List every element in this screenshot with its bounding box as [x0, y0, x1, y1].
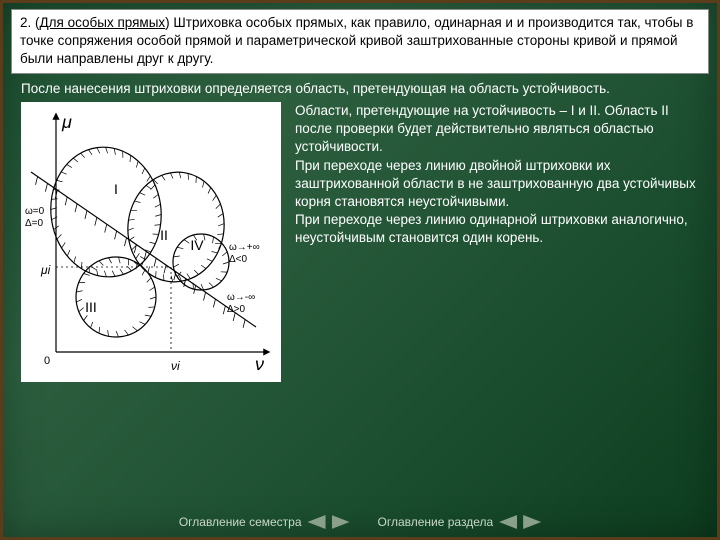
svg-text:ω→-∞: ω→-∞	[227, 292, 255, 303]
prev-arrow-icon[interactable]	[308, 515, 326, 529]
svg-text:IV: IV	[190, 237, 204, 253]
section-next-arrow-icon[interactable]	[523, 515, 541, 529]
footer-section-link[interactable]: Оглавление раздела	[378, 515, 494, 529]
footer-nav: Оглавление семестра Оглавление раздела	[3, 515, 717, 529]
svg-text:Δ<0: Δ<0	[229, 254, 248, 265]
svg-text:ω→+∞: ω→+∞	[229, 242, 260, 253]
diagram-svg: 0νμμiνiIIIIIIIVω=0Δ=0ω→+∞Δ<0ω→-∞Δ>0	[21, 102, 281, 382]
svg-text:ν: ν	[255, 354, 264, 374]
intro-paragraph: После нанесения штриховки определяется о…	[21, 80, 699, 98]
svg-text:Δ>0: Δ>0	[227, 304, 246, 315]
header-text-box: 2. (Для особых прямых) Штриховка особых …	[11, 9, 709, 74]
svg-text:II: II	[160, 227, 168, 243]
explanation-text: Области, претендующие на устойчивость – …	[295, 102, 699, 382]
content-row: 0νμμiνiIIIIIIIVω=0Δ=0ω→+∞Δ<0ω→-∞Δ>0 Обла…	[21, 102, 699, 382]
next-arrow-icon[interactable]	[332, 515, 350, 529]
svg-text:III: III	[85, 299, 97, 315]
stability-diagram: 0νμμiνiIIIIIIIVω=0Δ=0ω→+∞Δ<0ω→-∞Δ>0	[21, 102, 281, 382]
svg-text:0: 0	[44, 355, 50, 367]
svg-text:I: I	[114, 181, 118, 197]
svg-text:μi: μi	[40, 263, 51, 277]
header-prefix: 2. (	[20, 15, 40, 30]
svg-text:ω=0: ω=0	[25, 206, 45, 217]
header-underlined: Для особых прямых	[40, 15, 166, 30]
svg-text:νi: νi	[171, 359, 180, 373]
svg-text:Δ=0: Δ=0	[25, 218, 44, 229]
section-prev-arrow-icon[interactable]	[499, 515, 517, 529]
svg-text:μ: μ	[61, 112, 72, 132]
footer-semester-link[interactable]: Оглавление семестра	[179, 515, 302, 529]
